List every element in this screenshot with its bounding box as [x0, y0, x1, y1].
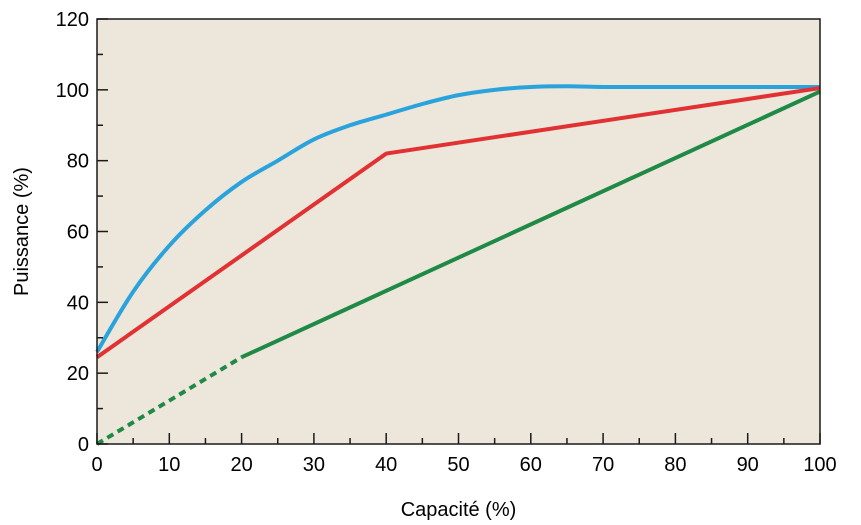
- y-tick-label: 60: [67, 222, 89, 244]
- x-tick-label: 90: [737, 454, 759, 476]
- plot-area: [97, 19, 820, 444]
- y-tick-label: 100: [56, 80, 89, 102]
- x-tick-label: 60: [520, 454, 542, 476]
- series-line-1: [95, 84, 820, 353]
- y-tick-label: 20: [67, 363, 89, 385]
- x-tick-label: 70: [592, 454, 614, 476]
- series-line-2: [95, 86, 821, 359]
- x-tick-label: 10: [158, 454, 180, 476]
- x-tick-label: 40: [375, 454, 397, 476]
- x-tick-label: 30: [303, 454, 325, 476]
- x-tick-label: 20: [230, 454, 252, 476]
- series-layer: [95, 84, 821, 446]
- y-tick-label: 80: [67, 151, 89, 173]
- x-tick-label: 80: [664, 454, 686, 476]
- y-axis-label: Puissance (%): [11, 167, 33, 296]
- series-line-3: [95, 355, 243, 446]
- ticks-layer: [96, 18, 821, 445]
- x-axis-label: Capacité (%): [401, 499, 517, 521]
- y-tick-label: 40: [67, 292, 89, 314]
- tick-labels-layer: 0 10 20 30 40 50 60 70 80 90 100 0 20 40 60 80 100 120: [56, 9, 837, 476]
- series-line-4: [240, 89, 821, 360]
- y-tick-label: 120: [56, 9, 89, 31]
- x-tick-label: 50: [447, 454, 469, 476]
- y-tick-label: 0: [78, 434, 89, 456]
- x-tick-label: 0: [91, 454, 102, 476]
- x-tick-label: 100: [803, 454, 836, 476]
